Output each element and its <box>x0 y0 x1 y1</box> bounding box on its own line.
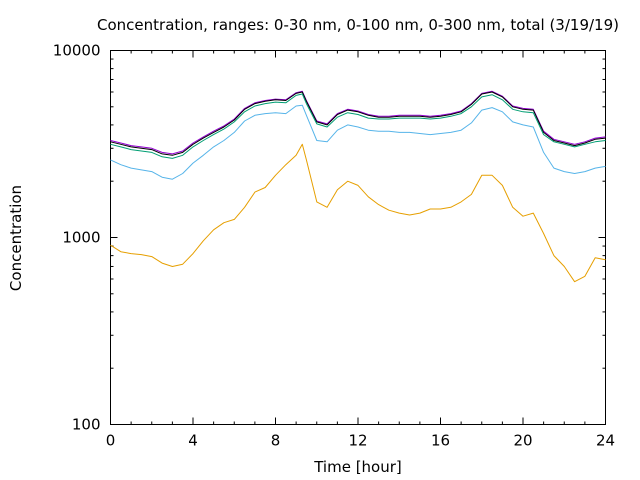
x-axis-label: Time [hour] <box>313 458 402 476</box>
plot-frame <box>110 50 606 425</box>
x-tick-label: 24 <box>596 432 615 450</box>
y-tick-label: 1000 <box>62 229 100 247</box>
y-tick-label: 10000 <box>53 42 101 60</box>
chart-title: Concentration, ranges: 0-30 nm, 0-100 nm… <box>97 16 619 34</box>
series-line-2 <box>110 91 606 156</box>
x-tick-label: 8 <box>271 432 281 450</box>
x-tick-label: 16 <box>431 432 450 450</box>
series-line-1 <box>110 90 606 155</box>
y-axis-label: Concentration <box>7 185 25 291</box>
axis-ticks <box>110 50 606 425</box>
series-line-4 <box>110 104 606 180</box>
x-tick-label: 4 <box>188 432 198 450</box>
x-tick-label: 20 <box>513 432 532 450</box>
tick-labels: 0 4 8 12 16 20 24 100 1000 10000 <box>53 42 615 450</box>
series-layer <box>110 90 606 283</box>
x-tick-label: 0 <box>106 432 116 450</box>
y-tick-label: 100 <box>72 416 101 434</box>
x-tick-label: 12 <box>348 432 367 450</box>
series-line-3 <box>110 93 606 159</box>
series-line-5 <box>110 143 606 283</box>
